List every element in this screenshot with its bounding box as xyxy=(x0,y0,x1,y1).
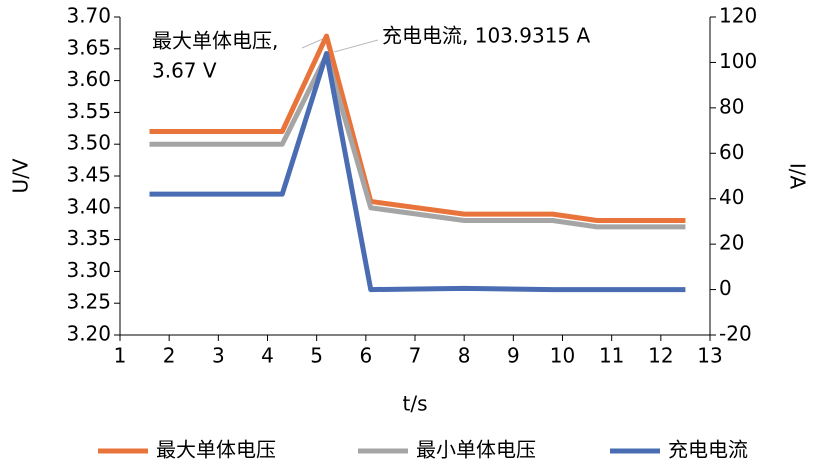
series-line xyxy=(149,52,686,230)
series-line xyxy=(149,50,686,293)
legend-label: 最大单体电压 xyxy=(156,438,276,462)
y2-tick-label: 0 xyxy=(719,276,732,300)
x-tick-label: 7 xyxy=(409,344,422,368)
y2-tick-label: 120 xyxy=(719,4,757,28)
x-tick-label: 5 xyxy=(310,344,323,368)
legend-label: 充电电流 xyxy=(668,438,748,462)
annotation: 3.67 V xyxy=(152,59,217,83)
y-tick-label: 3.35 xyxy=(66,226,111,250)
y-tick-label: 3.70 xyxy=(66,4,111,28)
y-tick-label: 3.40 xyxy=(66,194,111,218)
x-tick-label: 6 xyxy=(359,344,372,368)
leader-line xyxy=(301,37,326,49)
x-tick-label: 9 xyxy=(507,344,520,368)
y2-tick-label: 80 xyxy=(719,94,744,118)
x-axis-label: t/s xyxy=(403,392,428,416)
y-tick-label: 3.20 xyxy=(66,322,111,346)
y2-axis-label: I/A xyxy=(786,163,810,190)
y-tick-label: 3.25 xyxy=(66,290,111,314)
x-tick-label: 11 xyxy=(599,344,624,368)
y-tick-label: 3.60 xyxy=(66,67,111,91)
annotation: 最大单体电压, xyxy=(152,29,278,53)
x-tick-label: 2 xyxy=(163,344,176,368)
y-tick-label: 3.45 xyxy=(66,163,111,187)
x-tick-label: 12 xyxy=(648,344,673,368)
y-axis-label: U/V xyxy=(9,158,33,193)
x-tick-label: 8 xyxy=(458,344,471,368)
leader-line xyxy=(333,39,379,53)
y2-tick-label: 40 xyxy=(719,185,744,209)
x-tick-label: 10 xyxy=(550,344,575,368)
annotation: 充电电流, 103.9315 A xyxy=(382,24,591,48)
y2-tick-label: -20 xyxy=(719,322,752,346)
legend-label: 最小单体电压 xyxy=(416,438,536,462)
y-tick-label: 3.65 xyxy=(66,35,111,59)
y2-tick-label: 20 xyxy=(719,231,744,255)
y2-tick-label: 60 xyxy=(719,140,744,164)
x-tick-label: 4 xyxy=(261,344,274,368)
x-tick-label: 1 xyxy=(114,344,127,368)
y-tick-label: 3.50 xyxy=(66,131,111,155)
y2-tick-label: 100 xyxy=(719,49,757,73)
x-tick-label: 13 xyxy=(697,344,722,368)
y-tick-label: 3.55 xyxy=(66,99,111,123)
y-tick-label: 3.30 xyxy=(66,258,111,282)
x-tick-label: 3 xyxy=(212,344,225,368)
series-line xyxy=(149,33,686,224)
